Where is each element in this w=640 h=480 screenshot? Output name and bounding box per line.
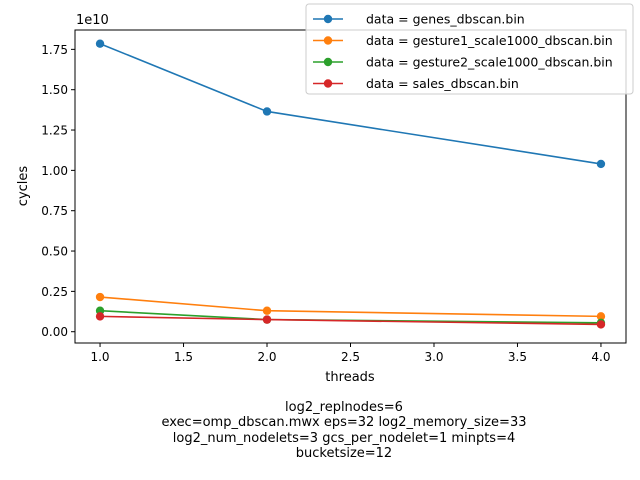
y-tick-label: 0.00 xyxy=(41,325,68,339)
data-point xyxy=(262,107,272,116)
y-tick-label: 1.25 xyxy=(41,124,68,138)
series-line-3 xyxy=(100,315,601,326)
legend-label: data = genes_dbscan.bin xyxy=(366,12,525,27)
footnote-line-2: exec=omp_dbscan.mwx eps=32 log2_memory_s… xyxy=(161,415,527,430)
data-point xyxy=(262,315,272,324)
y-offset-label: 1e10 xyxy=(76,13,109,28)
data-point xyxy=(262,306,272,315)
data-point xyxy=(95,39,105,48)
footnote-line-4: bucketsize=12 xyxy=(295,446,393,461)
x-tick-label: 2.0 xyxy=(257,350,276,364)
x-tick-label: 3.0 xyxy=(424,350,443,364)
legend-box xyxy=(305,3,634,95)
legend-label: data = sales_dbscan.bin xyxy=(366,76,519,91)
y-tick-label: 1.50 xyxy=(41,83,68,97)
footnote-line-1: log2_replnodes=6 xyxy=(285,400,403,415)
plot-area xyxy=(95,39,606,329)
x-axis: 1.0 1.5 2.0 2.5 3.0 3.5 4.0 xyxy=(90,343,611,364)
y-axis-label: cycles xyxy=(16,166,31,207)
data-point xyxy=(596,320,606,329)
legend-marker xyxy=(323,14,333,24)
y-tick-label: 0.25 xyxy=(41,285,68,299)
x-tick-label: 4.0 xyxy=(591,350,610,364)
footnote-line-3: log2_num_nodelets=3 gcs_per_nodelet=1 mi… xyxy=(172,431,516,446)
x-tick-label: 3.5 xyxy=(508,350,527,364)
y-tick-label: 1.75 xyxy=(41,43,68,57)
y-axis: 0.00 0.25 0.50 0.75 1.00 1.25 1.50 1.75 xyxy=(41,43,75,339)
x-tick-label: 1.5 xyxy=(174,350,193,364)
x-tick-label: 1.0 xyxy=(90,350,109,364)
data-point xyxy=(596,159,606,169)
legend-marker xyxy=(323,79,333,88)
series-line-1 xyxy=(99,296,601,318)
legend-label: data = gesture1_scale1000_dbscan.bin xyxy=(366,33,613,48)
data-point xyxy=(95,312,105,321)
y-tick-label: 1.00 xyxy=(41,164,68,178)
y-tick-label: 0.75 xyxy=(41,204,68,218)
legend-marker xyxy=(323,57,333,67)
data-point xyxy=(596,312,606,321)
x-tick-label: 2.5 xyxy=(341,350,360,364)
legend-label: data = gesture2_scale1000_dbscan.bin xyxy=(366,55,613,70)
legend-marker xyxy=(323,36,333,45)
x-axis-label: threads xyxy=(325,370,375,385)
y-tick-label: 0.50 xyxy=(41,245,68,259)
data-point xyxy=(95,292,105,302)
